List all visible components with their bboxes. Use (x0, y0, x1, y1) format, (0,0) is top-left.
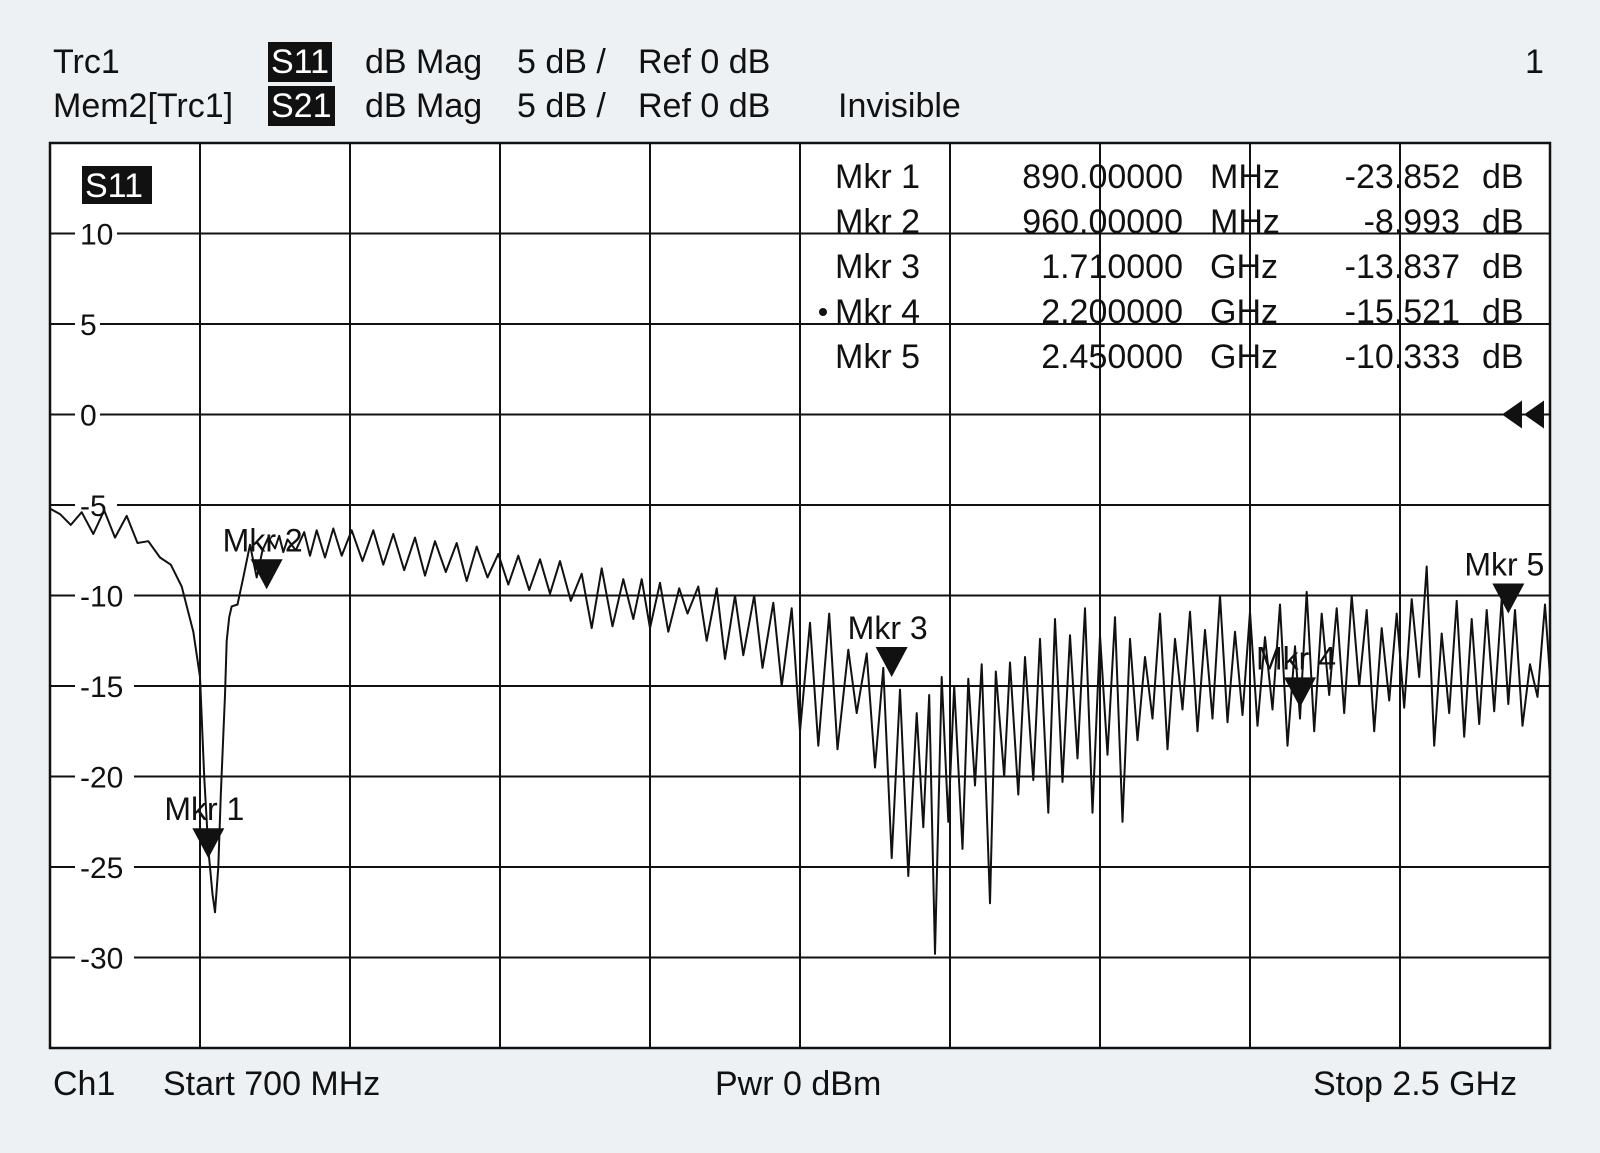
y-tick-label: 10 (80, 219, 113, 252)
stop-frequency[interactable]: Stop 2.5 GHz (1313, 1065, 1518, 1103)
marker-table-label: Mkr 5 (835, 338, 920, 376)
marker-table-value: -15.521 (1345, 293, 1460, 331)
marker-table-frequency: 2.450000 (1041, 338, 1183, 376)
tick-label-background (75, 578, 134, 613)
marker-table-unit: MHz (1210, 158, 1280, 196)
y-tick-label: -20 (80, 762, 123, 795)
marker-triangle-icon (1284, 677, 1316, 708)
format-label-1: dB Mag (365, 43, 483, 81)
tick-label-background (75, 307, 100, 341)
marker-table-unit: MHz (1210, 203, 1280, 241)
marker-table-unit: GHz (1210, 293, 1278, 331)
marker-label: Mkr 3 (848, 610, 928, 646)
tick-label-background (75, 397, 100, 432)
marker-table-value: -23.852 (1345, 158, 1460, 196)
scale-label-1: 5 dB / (517, 43, 606, 81)
y-tick-label: 5 (80, 309, 97, 342)
visibility-label-2: Invisible (838, 87, 961, 125)
reference-level-icon (1502, 400, 1544, 429)
y-tick-label: -15 (80, 671, 123, 704)
active-marker-dot (819, 308, 827, 316)
marker-table-value: -10.333 (1345, 338, 1460, 376)
trace-name-2: Mem2[Trc1] (53, 87, 234, 125)
marker-table-value-unit: dB (1482, 203, 1524, 241)
marker-triangle-icon (875, 646, 908, 677)
marker-label: Mkr 1 (164, 791, 244, 827)
marker-table-label: Mkr 1 (835, 158, 920, 196)
marker-triangle-icon (250, 559, 283, 590)
marker-triangle-icon (1492, 583, 1525, 614)
y-tick-label: -25 (80, 852, 123, 885)
y-tick-label: -10 (80, 581, 123, 614)
window-number: 1 (1525, 43, 1544, 81)
title-badge-background (82, 166, 152, 204)
marker-table-unit: GHz (1210, 338, 1278, 376)
marker-table-label: Mkr 2 (835, 203, 920, 241)
y-tick-label: 0 (80, 400, 97, 433)
marker-triangle-icon (192, 828, 225, 859)
param-badge-1[interactable]: S11 (268, 42, 332, 82)
chart-title: S11 (85, 167, 143, 205)
marker-table-value: -13.837 (1345, 248, 1460, 286)
ref-label-2: Ref 0 dB (638, 87, 771, 125)
marker-table-value-unit: dB (1482, 158, 1524, 196)
scale-label-2: 5 dB / (517, 87, 606, 125)
trace-line-s11 (49, 507, 1551, 955)
power-label: Pwr 0 dBm (715, 1065, 882, 1103)
marker-label: Mkr 4 (1256, 640, 1336, 676)
marker-table-frequency: 2.200000 (1041, 293, 1183, 331)
marker-label: Mkr 5 (1464, 547, 1544, 583)
marker-table-unit: GHz (1210, 248, 1278, 286)
marker-table-frequency: 960.00000 (1022, 203, 1183, 241)
channel-label: Ch1 (53, 1065, 116, 1103)
ref-label-1: Ref 0 dB (638, 43, 771, 81)
format-label-2: dB Mag (365, 87, 483, 125)
start-frequency[interactable]: Start 700 MHz (163, 1065, 381, 1103)
marker-table-label: Mkr 4 (835, 293, 920, 331)
tick-label-background (75, 850, 134, 884)
tick-label-background (75, 759, 134, 794)
marker-table-frequency: 890.00000 (1022, 158, 1183, 196)
marker-table-value-unit: dB (1482, 248, 1524, 286)
tick-label-background (75, 940, 134, 975)
marker-table-frequency: 1.710000 (1041, 248, 1183, 286)
tick-label-background (75, 669, 134, 703)
trace-name-1: Trc1 (53, 43, 120, 81)
marker-label: Mkr 2 (223, 522, 303, 558)
marker-table-value-unit: dB (1482, 338, 1524, 376)
marker-table-value: -8.993 (1364, 203, 1460, 241)
marker-table-label: Mkr 3 (835, 248, 920, 286)
tick-label-background (75, 216, 117, 251)
y-tick-label: -30 (80, 943, 123, 976)
marker-table-value-unit: dB (1482, 293, 1524, 331)
param-badge-2[interactable]: S21 (268, 86, 335, 126)
tick-label-background (75, 488, 117, 522)
